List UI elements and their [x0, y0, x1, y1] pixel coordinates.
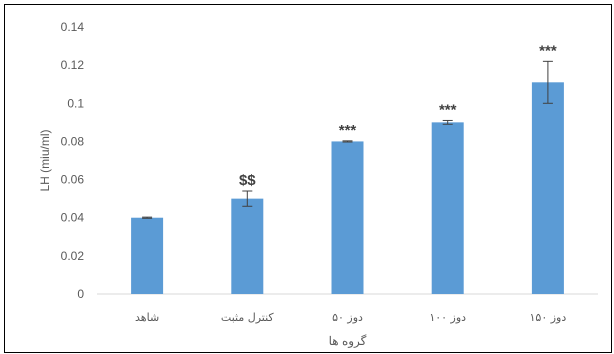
category-label: دوز ۱۰۰	[429, 311, 466, 324]
y-tick-label: 0	[77, 287, 84, 301]
significance-label: $$	[239, 172, 256, 189]
x-axis-title: گروه ها	[329, 334, 367, 348]
y-tick-label: 0.14	[61, 20, 85, 34]
y-tick-label: 0.06	[61, 173, 85, 187]
category-label: شاهد	[135, 311, 159, 324]
bar	[231, 198, 264, 294]
error-bar	[142, 216, 153, 219]
y-tick-label: 0.12	[61, 58, 85, 72]
error-bar	[442, 119, 453, 125]
category-label: دوز ۱۵۰	[530, 311, 567, 324]
category-labels: شاهد کنترل مثبت دوز ۵۰ دوز ۱۰۰ دوز ۱۵۰	[135, 311, 566, 324]
bar	[131, 217, 164, 294]
y-axis-ticks: 0 0.02 0.04 0.06 0.08 0.1 0.12 0.14	[61, 20, 85, 301]
bar	[331, 141, 364, 294]
error-bar	[242, 190, 253, 207]
y-tick-label: 0.08	[61, 134, 85, 148]
significance-label: ***	[539, 42, 557, 59]
chart-frame	[4, 4, 612, 353]
y-tick-label: 0.1	[67, 96, 84, 110]
bars-group: $$ *** *** ***	[131, 42, 564, 294]
bar	[431, 122, 464, 294]
y-tick-label: 0.02	[61, 249, 85, 263]
significance-label: ***	[339, 122, 357, 139]
y-axis-title: LH (miu/ml)	[38, 129, 52, 191]
error-bar	[342, 140, 353, 143]
bar	[531, 82, 564, 294]
category-label: کنترل مثبت	[221, 311, 275, 324]
y-tick-label: 0.04	[61, 211, 85, 225]
category-label: دوز ۵۰	[332, 311, 363, 324]
error-bar	[542, 60, 553, 104]
significance-label: ***	[439, 101, 457, 118]
